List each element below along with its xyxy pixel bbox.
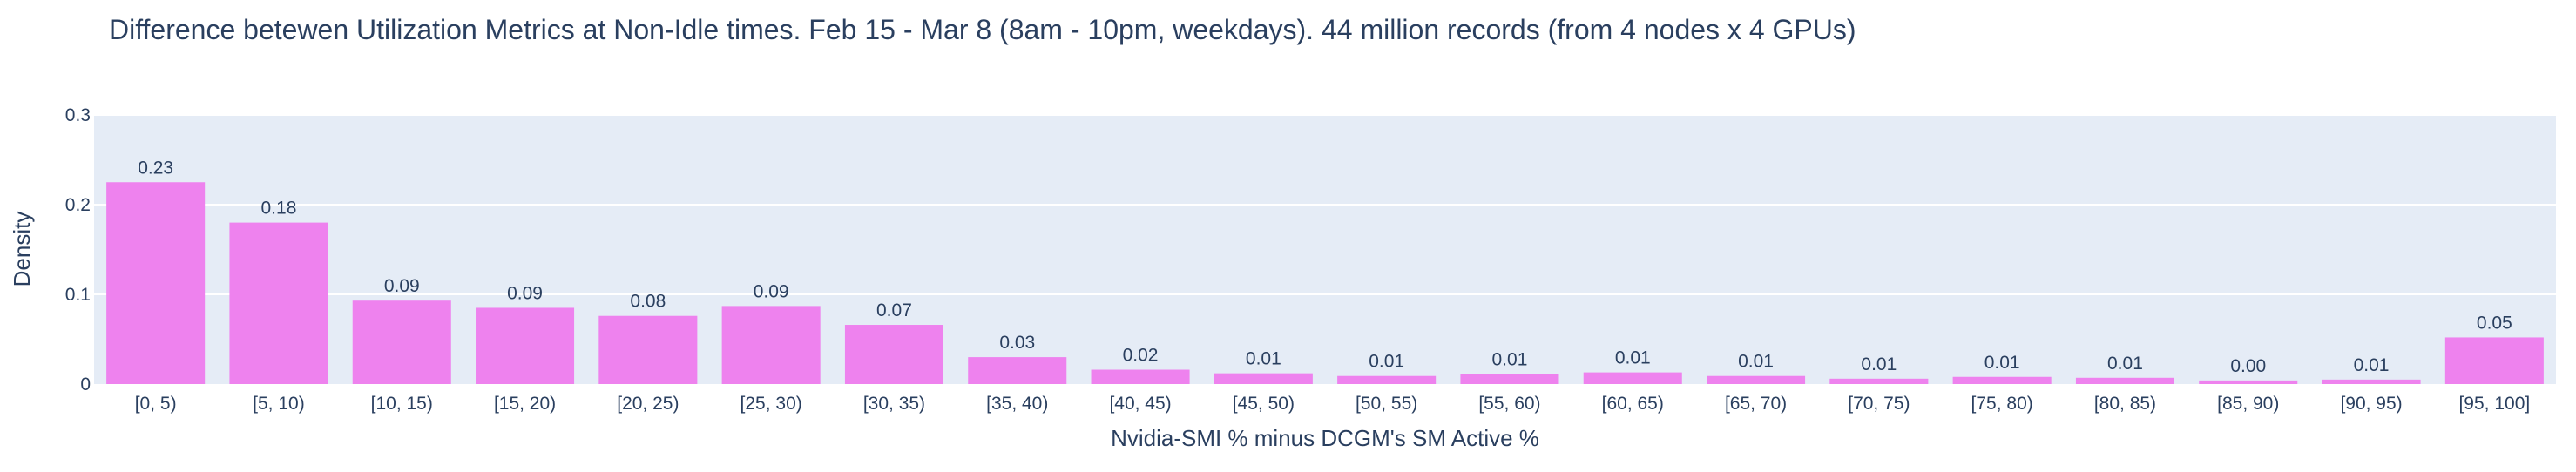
bar	[229, 222, 328, 384]
gridlines	[94, 114, 2556, 295]
x-tick-label: [15, 20)	[494, 394, 556, 414]
bar	[2322, 379, 2421, 384]
bar-value-label: 0.08	[630, 292, 666, 312]
bar-value-label: 0.02	[1123, 346, 1159, 366]
bar-value-label: 0.01	[1615, 348, 1651, 368]
x-tick-label: [20, 25)	[617, 394, 679, 414]
x-tick-label: [40, 45)	[1109, 394, 1171, 414]
x-tick-label: [25, 30)	[740, 394, 802, 414]
bar-value-label: 0.01	[1369, 352, 1404, 372]
bar-value-label: 0.09	[507, 283, 543, 303]
x-tick-label: [65, 70)	[1725, 394, 1787, 414]
bar	[721, 306, 821, 384]
bar-value-label: 0.01	[2354, 355, 2390, 375]
bar	[1460, 374, 1559, 384]
x-tick-label: [60, 65)	[1602, 394, 1664, 414]
plot-background	[94, 115, 2556, 384]
chart-title: Difference betewen Utilization Metrics a…	[109, 14, 1856, 45]
y-tick-label: 0	[80, 374, 91, 394]
bar	[476, 307, 575, 384]
x-tick-label: [0, 5)	[135, 394, 177, 414]
x-tick-label: [95, 100]	[2458, 394, 2530, 414]
x-tick-label: [50, 55)	[1356, 394, 1417, 414]
bar-value-label: 0.09	[384, 276, 420, 296]
bar	[1091, 369, 1190, 384]
bar-labels: 0.23 0.18 0.09 0.09 0.08 0.09 0.07 0.03 0.02 0.01…	[138, 158, 2512, 376]
x-tick-label: [75, 80)	[1971, 394, 2033, 414]
bar	[968, 357, 1067, 384]
bar	[1707, 375, 1806, 384]
bar-value-label: 0.00	[2230, 356, 2266, 376]
bar	[2444, 337, 2544, 384]
bar-value-label: 0.01	[1861, 354, 1897, 374]
x-tick-label: [80, 85)	[2094, 394, 2156, 414]
x-tick-label: [55, 60)	[1478, 394, 1540, 414]
bar-value-label: 0.09	[754, 281, 789, 301]
x-tick-label: [10, 15)	[371, 394, 433, 414]
bar	[1583, 372, 1682, 384]
y-axis-title: Density	[9, 212, 35, 287]
bar	[1829, 378, 1929, 384]
bar	[844, 325, 943, 384]
bar	[1952, 376, 2052, 384]
bar	[1214, 373, 1313, 384]
bar-value-label: 0.23	[138, 158, 173, 178]
x-tick-labels: [0, 5) [5, 10) [10, 15) [15, 20) [20, 25) [25…	[135, 394, 2530, 414]
x-tick-label: [5, 10)	[253, 394, 305, 414]
bar	[352, 300, 451, 384]
bar	[2075, 377, 2174, 384]
bar-value-label: 0.01	[2107, 354, 2143, 374]
x-axis-title: Nvidia-SMI % minus DCGM's SM Active %	[1111, 425, 1539, 451]
bar-value-label: 0.18	[261, 199, 297, 219]
x-tick-label: [90, 95)	[2340, 394, 2402, 414]
x-tick-label: [35, 40)	[986, 394, 1048, 414]
y-tick-label: 0.1	[65, 285, 91, 305]
bar	[598, 315, 698, 384]
bar	[1337, 375, 1437, 384]
bar-value-label: 0.01	[1492, 350, 1528, 370]
bar-value-label: 0.03	[999, 333, 1035, 353]
bars	[106, 182, 2544, 384]
x-tick-label: [45, 50)	[1233, 394, 1295, 414]
x-tick-label: [70, 75)	[1848, 394, 1910, 414]
bar-value-label: 0.01	[1738, 352, 1774, 372]
bar	[106, 182, 206, 384]
bar-value-label: 0.01	[1246, 349, 1281, 369]
bar-value-label: 0.05	[2477, 313, 2512, 333]
y-tick-labels: 0 0.1 0.2 0.3	[65, 105, 91, 394]
y-tick-label: 0.3	[65, 105, 91, 125]
x-tick-label: [30, 35)	[863, 394, 925, 414]
bar-value-label: 0.01	[1984, 353, 2020, 373]
bar-value-label: 0.07	[876, 300, 912, 320]
x-tick-label: [85, 90)	[2217, 394, 2279, 414]
y-tick-label: 0.2	[65, 195, 91, 215]
bar	[2199, 380, 2298, 384]
